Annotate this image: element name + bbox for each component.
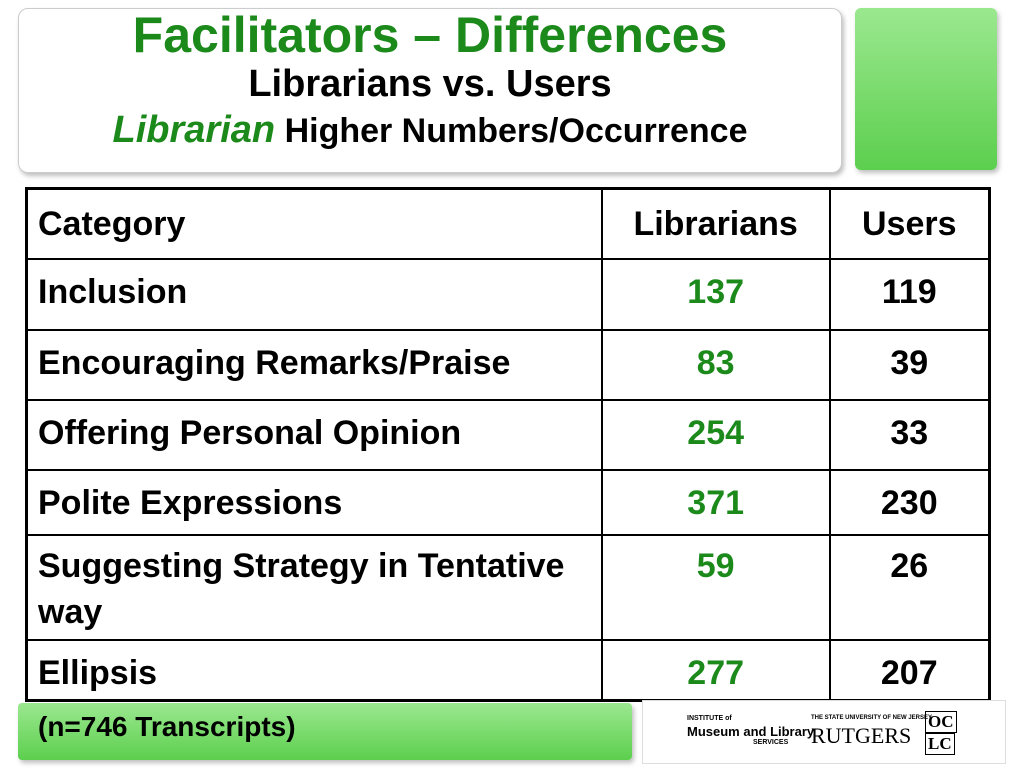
decoration xyxy=(855,8,997,170)
category-cell: Encouraging Remarks/Praise xyxy=(25,328,603,401)
value-cell: 371 xyxy=(600,468,831,536)
category-cell: Polite Expressions xyxy=(25,468,603,536)
value-cell: 39 xyxy=(828,328,991,401)
table-row: Polite Expressions 371 230 xyxy=(25,468,991,536)
title-box: Facilitators – Differences Librarians vs… xyxy=(18,8,842,173)
note-emphasis: Librarian xyxy=(112,109,276,151)
category-cell: Category xyxy=(25,187,603,260)
logo-text: SERVICES xyxy=(753,739,789,746)
value-cell: 59 xyxy=(600,533,831,641)
value-cell: 33 xyxy=(828,398,991,471)
logo-text: INSTITUTE of xyxy=(687,715,732,722)
table-row: Encouraging Remarks/Praise 83 39 xyxy=(25,328,991,401)
value-cell: 83 xyxy=(600,328,831,401)
category-cell: Ellipsis xyxy=(25,638,603,702)
category-cell: Offering Personal Opinion xyxy=(25,398,603,471)
logo-text: RUTGERS xyxy=(811,723,912,748)
table-row: Category Librarians Users xyxy=(25,187,991,260)
note: Librarian Higher Numbers/Occurrence xyxy=(19,107,841,154)
value-cell: 137 xyxy=(600,257,831,331)
table-row: Offering Personal Opinion 254 33 xyxy=(25,398,991,471)
value-cell: Librarians xyxy=(600,187,831,260)
value-cell: 119 xyxy=(828,257,991,331)
data-table: Category Librarians Users Inclusion 137 119 En… xyxy=(25,187,991,702)
footnote: (n=746 Transcripts) xyxy=(38,711,296,742)
logo-text: LC xyxy=(925,733,955,755)
table-row: Inclusion 137 119 xyxy=(25,257,991,331)
value-cell: 254 xyxy=(600,398,831,471)
category-cell: Inclusion xyxy=(25,257,603,331)
category-cell: Suggesting Strategy in Tentative way xyxy=(25,533,603,641)
value-cell: 207 xyxy=(828,638,991,702)
title: Facilitators – Differences xyxy=(132,7,728,63)
note-text: Higher Numbers/Occurrence xyxy=(284,112,748,150)
table-row: Suggesting Strategy in Tentative way 59 26 xyxy=(25,533,991,641)
logo-text: OC xyxy=(925,711,957,733)
value-cell: Users xyxy=(828,187,991,260)
value-cell: 26 xyxy=(828,533,991,641)
footnote-box: (n=746 Transcripts) xyxy=(18,703,632,760)
table-row: Ellipsis 277 207 xyxy=(25,638,991,702)
subtitle: Librarians vs. Users xyxy=(248,63,612,105)
value-cell: 277 xyxy=(600,638,831,702)
logo-text: Museum and Library xyxy=(687,724,815,739)
logos: INSTITUTE of Museum and Library SERVICES… xyxy=(642,700,1006,764)
logo-text: THE STATE UNIVERSITY OF NEW JERSEY xyxy=(811,715,933,721)
value-cell: 230 xyxy=(828,468,991,536)
